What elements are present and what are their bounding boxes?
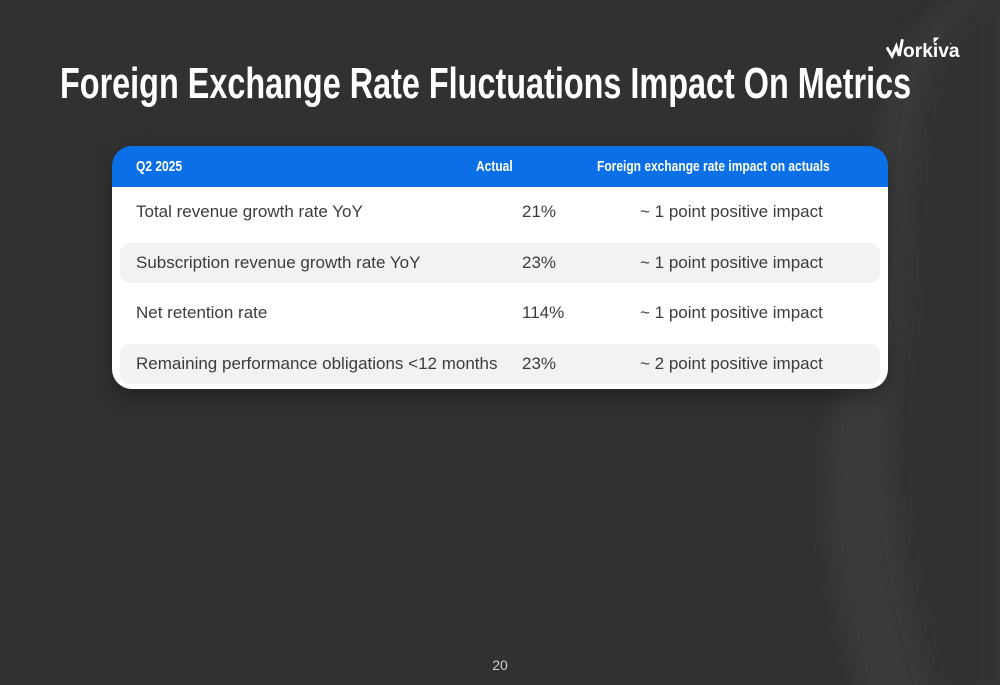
svg-text:orkiva: orkiva xyxy=(903,41,960,60)
